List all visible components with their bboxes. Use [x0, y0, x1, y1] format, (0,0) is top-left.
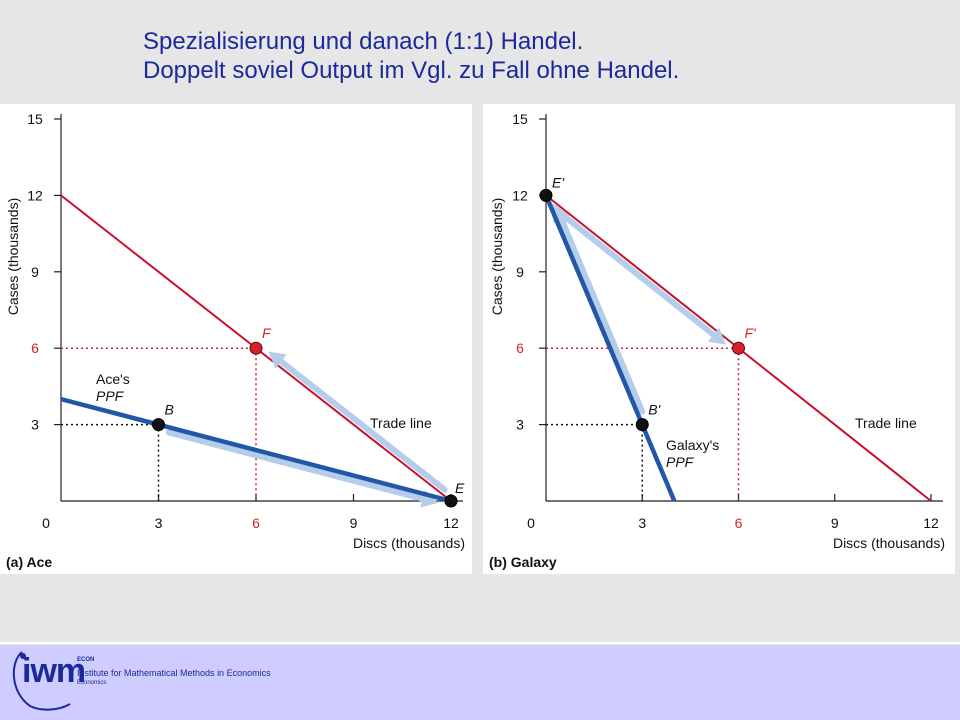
- logo-econ: ECON: [77, 657, 95, 663]
- point-label: E': [552, 174, 565, 190]
- logo-iwm: iwm: [22, 652, 86, 690]
- point-label: B': [648, 402, 661, 418]
- x-tick-label: 0: [527, 515, 535, 531]
- ppf-line: [543, 194, 677, 502]
- y-tick-label: 9: [31, 264, 39, 280]
- point-label: F': [745, 325, 758, 341]
- trade-arrow-shaft: [278, 358, 448, 493]
- institute-economics: Economics: [77, 680, 107, 686]
- trade-arrow-head: [707, 327, 726, 345]
- institute-name: Institute for Mathematical Methods in Ec…: [77, 668, 271, 678]
- chart-panel-ace: 3 6 9 12 15 0 3 6 9 12 Discs (thousands) Cases (tho…: [0, 104, 472, 574]
- chart-panel-galaxy: 3 6 9 12 15 0 3 6 9 12 Discs (thousands) Cases (tho…: [483, 104, 955, 574]
- x-tick-label: 12: [443, 515, 459, 531]
- slide-title: Spezialisierung und danach (1:1) Handel.…: [143, 27, 679, 85]
- x-tick-label: 9: [831, 515, 839, 531]
- x-tick-label: 3: [638, 515, 646, 531]
- trade-arrow-head: [268, 351, 287, 369]
- x-axis-label: Discs (thousands): [833, 535, 945, 551]
- ppf-label-line2: PPF: [666, 454, 695, 470]
- ppf-label-line1: Ace's: [96, 371, 130, 387]
- y-tick-label: 9: [516, 264, 524, 280]
- logo-arc-icon: [12, 651, 71, 711]
- y-tick-label: 6: [516, 340, 524, 356]
- y-tick-label: 12: [512, 187, 528, 203]
- x-tick-label: 3: [155, 515, 163, 531]
- trade-arrow-shaft: [549, 203, 717, 338]
- footer-divider: [0, 642, 960, 644]
- point-f: [249, 341, 263, 355]
- x-tick-label: 0: [42, 515, 50, 531]
- y-tick-label: 12: [27, 187, 43, 203]
- y-tick-label: 15: [27, 111, 43, 127]
- chart-ace: 3 6 9 12 15 0 3 6 9 12 Discs (thousands) Cases (tho…: [5, 111, 465, 570]
- y-tick-label: 3: [31, 417, 39, 433]
- y-tick-label: 6: [31, 340, 39, 356]
- point-fprime: [732, 341, 745, 355]
- y-axis-label: Cases (thousands): [5, 198, 21, 316]
- y-axis-label: Cases (thousands): [489, 198, 505, 316]
- ppf-label-line1: Galaxy's: [666, 437, 719, 453]
- title-line-1: Spezialisierung und danach (1:1) Handel.: [143, 28, 584, 55]
- x-axis-label: Discs (thousands): [353, 535, 465, 551]
- trade-arrow-shaft: [558, 216, 646, 415]
- panel-label: (b) Galaxy: [489, 554, 557, 570]
- y-tick-label: 3: [516, 417, 524, 433]
- panel-label: (a) Ace: [6, 554, 52, 570]
- ppf-label-line2: PPF: [96, 388, 125, 404]
- y-tick-label: 15: [512, 111, 528, 127]
- title-line-2: Doppelt soviel Output im Vgl. zu Fall oh…: [143, 57, 680, 84]
- x-tick-label: 6: [735, 515, 743, 531]
- point-label: F: [262, 325, 272, 341]
- trade-line-label: Trade line: [855, 415, 917, 431]
- footer: [0, 645, 960, 720]
- trade-line-label: Trade line: [370, 415, 432, 431]
- point-b: [152, 418, 165, 432]
- point-eprime: [539, 188, 553, 202]
- x-tick-label: 12: [923, 515, 939, 531]
- point-label: B: [165, 402, 174, 418]
- point-label: E: [455, 480, 465, 496]
- point-bprime: [635, 418, 649, 432]
- point-e: [444, 494, 458, 508]
- ppf-line: [60, 396, 452, 504]
- trade-arrow-shaft: [165, 429, 426, 502]
- x-tick-label: 9: [350, 515, 358, 531]
- x-tick-label: 6: [252, 515, 260, 531]
- chart-galaxy: 3 6 9 12 15 0 3 6 9 12 Discs (thousands) Cases (tho…: [489, 111, 945, 570]
